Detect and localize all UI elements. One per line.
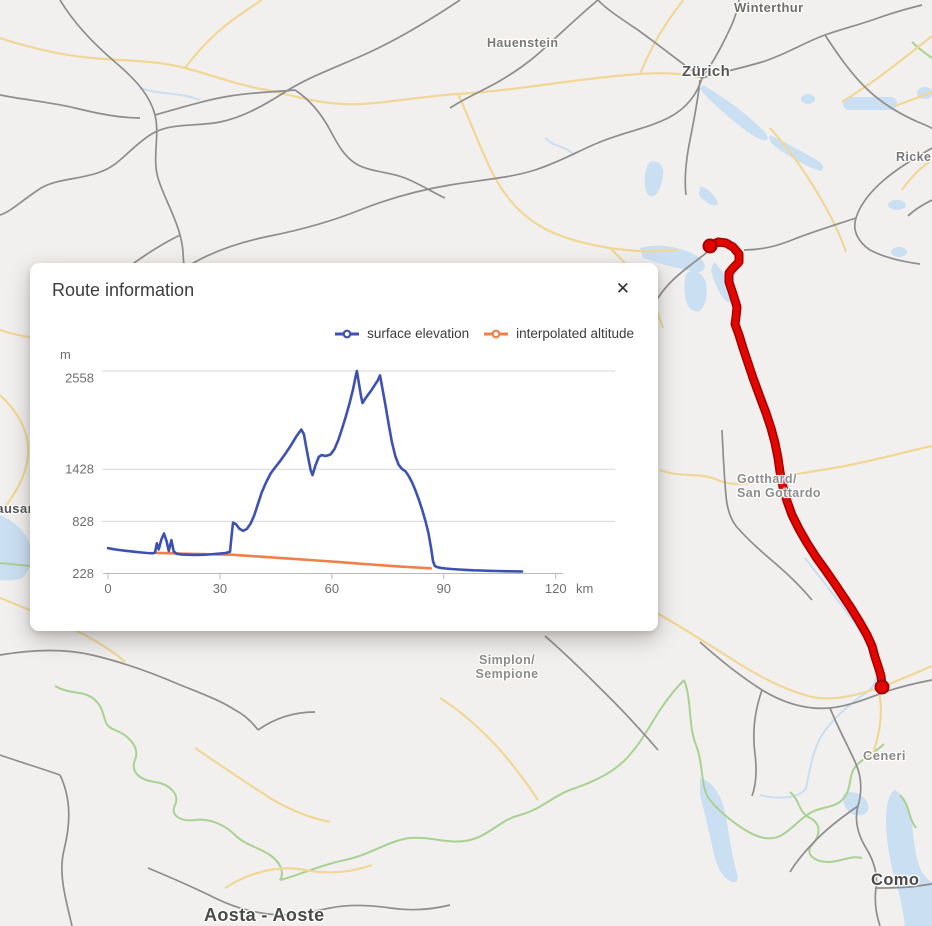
svg-text:m: m xyxy=(60,347,71,362)
svg-text:2558: 2558 xyxy=(65,371,94,386)
chart-legend: surface elevation interpolated altitude xyxy=(334,326,634,341)
map-label-ricken: Ricken xyxy=(896,150,932,164)
panel-title: Route information xyxy=(52,280,195,300)
legend-marker-orange xyxy=(484,329,509,338)
svg-text:0: 0 xyxy=(104,581,111,596)
svg-text:90: 90 xyxy=(437,581,451,596)
map-label-simplon: Simplon/ Sempione xyxy=(475,653,539,681)
route-information-panel: Route information ✕ surface elevation in… xyxy=(30,263,658,631)
svg-text:1428: 1428 xyxy=(65,462,94,477)
map-label-aosta: Aosta - Aoste xyxy=(204,905,325,925)
svg-text:km: km xyxy=(576,581,593,596)
route-line xyxy=(702,237,890,695)
legend-label: surface elevation xyxy=(367,326,470,341)
svg-text:228: 228 xyxy=(72,566,94,581)
map-label-zurich: Zürich xyxy=(682,63,731,80)
legend-item-interpolated-altitude[interactable]: interpolated altitude xyxy=(483,326,634,341)
map-label-ceneri: Ceneri xyxy=(863,748,906,763)
elevation-chart: 228 828 1428 2558 m km 0 30 60 90 120 xyxy=(60,347,615,596)
legend-label: interpolated altitude xyxy=(516,326,634,341)
legend-marker-blue xyxy=(335,329,360,338)
map-label-como: Como xyxy=(871,871,920,889)
svg-text:120: 120 xyxy=(545,581,567,596)
svg-text:60: 60 xyxy=(325,581,339,596)
legend-item-surface-elevation[interactable]: surface elevation xyxy=(334,326,469,341)
svg-text:30: 30 xyxy=(213,581,227,596)
map-label-gotthard: Gotthard/ San Gottardo xyxy=(737,472,821,500)
close-icon[interactable]: ✕ xyxy=(615,279,630,298)
map-label-hauenstein: Hauenstein xyxy=(487,36,559,50)
svg-text:828: 828 xyxy=(72,514,94,529)
map-label-winterthur: Winterthur xyxy=(734,0,804,15)
